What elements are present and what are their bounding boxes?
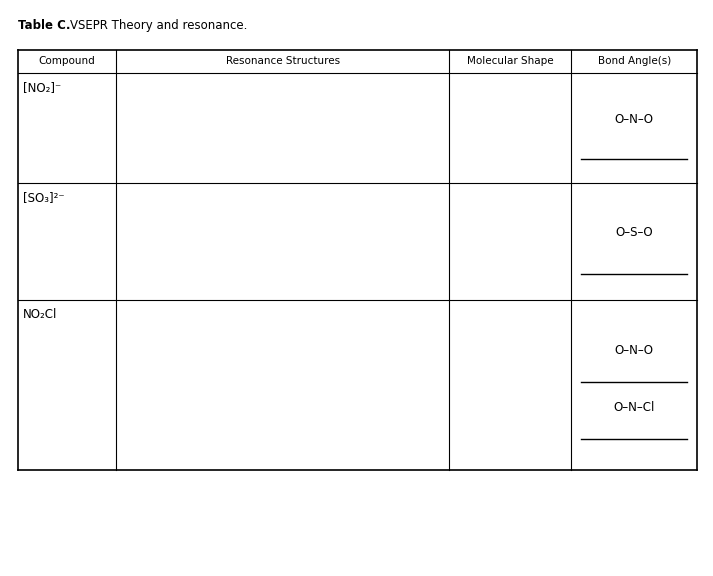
Text: O–N–O: O–N–O bbox=[615, 113, 654, 126]
Text: NO₂Cl: NO₂Cl bbox=[23, 308, 57, 321]
Text: Bond Angle(s): Bond Angle(s) bbox=[597, 56, 671, 66]
Text: Molecular Shape: Molecular Shape bbox=[467, 56, 553, 66]
Text: Resonance Structures: Resonance Structures bbox=[226, 56, 340, 66]
Text: O–S–O: O–S–O bbox=[615, 226, 653, 238]
Text: [NO₂]⁻: [NO₂]⁻ bbox=[23, 81, 61, 94]
Text: O–N–O: O–N–O bbox=[615, 344, 654, 358]
Text: Table C.: Table C. bbox=[18, 19, 71, 32]
Text: O–N–Cl: O–N–Cl bbox=[613, 400, 655, 414]
Text: [SO₃]²⁻: [SO₃]²⁻ bbox=[23, 191, 65, 204]
Text: VSEPR Theory and resonance.: VSEPR Theory and resonance. bbox=[70, 19, 247, 32]
Text: Compound: Compound bbox=[39, 56, 96, 66]
